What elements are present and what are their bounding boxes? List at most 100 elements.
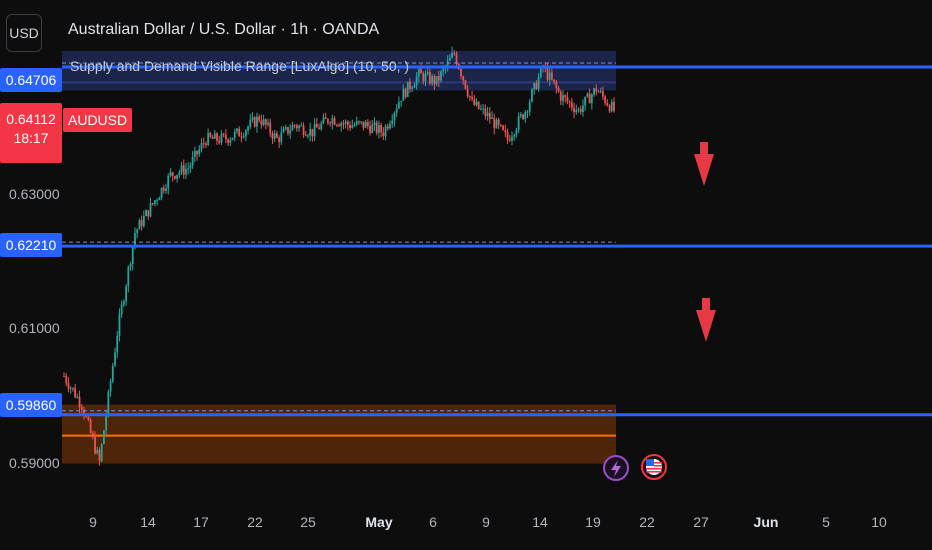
candle-body [493, 117, 496, 129]
candle-body [369, 125, 371, 133]
candle-body [451, 52, 454, 58]
candle-body [409, 81, 411, 89]
candle-body [404, 88, 407, 98]
candle-body [386, 126, 389, 129]
candle-body [497, 119, 500, 125]
candle-body [453, 52, 456, 54]
candle-body [120, 304, 123, 315]
x-tick-label: Jun [753, 514, 779, 530]
candle-body [400, 100, 402, 102]
candle-body [222, 133, 225, 135]
candle-body [488, 112, 491, 120]
candle-body [89, 419, 92, 433]
candle-body [346, 121, 349, 126]
candle-body [389, 123, 391, 129]
candle-body [522, 114, 524, 119]
candle-body [575, 109, 578, 113]
candle-body [103, 430, 105, 444]
candle-body [85, 415, 88, 417]
level-price-badge: 0.59860 [0, 393, 62, 417]
candle-body [264, 119, 267, 125]
candle-body [519, 114, 522, 117]
candle-body [442, 68, 445, 72]
candle-body [69, 387, 72, 389]
candle-body [353, 124, 356, 126]
candle-body [338, 124, 340, 127]
x-tick-label: 25 [300, 514, 316, 530]
candle-body [508, 139, 511, 141]
x-tick-label: 17 [193, 514, 209, 530]
down-arrow-icon [696, 298, 716, 342]
candle-body [125, 286, 127, 302]
x-tick-label: 14 [532, 514, 548, 530]
candle-body [71, 387, 74, 389]
last-price: 0.64112 [6, 111, 56, 127]
candle-body [91, 432, 94, 438]
candle-body [340, 123, 343, 127]
candle-body [96, 449, 99, 454]
candle-body [176, 174, 179, 179]
candle-body [256, 116, 258, 127]
candle-body [109, 381, 112, 392]
currency-selector-button[interactable]: USD [6, 14, 42, 52]
candle-body [513, 134, 516, 137]
candle-body [566, 97, 569, 102]
candle-body [247, 126, 249, 131]
candle-body [100, 443, 103, 461]
candle-body [371, 124, 374, 133]
candle-body [610, 101, 613, 112]
x-tick-label: 27 [693, 514, 709, 530]
candle-body [579, 108, 582, 113]
candle-body [162, 187, 165, 191]
candle-body [533, 82, 536, 90]
candle-body [426, 72, 429, 74]
candle-body [504, 129, 507, 133]
candle-body [87, 416, 90, 420]
candle-body [278, 137, 281, 143]
candle-body [322, 117, 325, 124]
lightning-event-icon[interactable] [603, 455, 629, 481]
candle-body [466, 88, 469, 97]
candle-body [455, 53, 458, 64]
candle-body [238, 128, 241, 137]
candle-body [535, 82, 538, 90]
candle-body [380, 124, 383, 133]
candle-body [373, 122, 376, 125]
candle-body [193, 150, 196, 158]
candle-body [460, 68, 462, 77]
candle-body [304, 134, 307, 136]
candle-body [586, 93, 589, 97]
candle-body [562, 95, 564, 101]
us-flag-event-icon[interactable] [641, 454, 667, 480]
candle-body [258, 116, 261, 121]
candle-body [165, 188, 167, 191]
candle-body [171, 172, 174, 176]
candle-body [227, 139, 230, 143]
candle-body [526, 111, 529, 113]
candle-body [344, 121, 347, 124]
candle-body [140, 220, 143, 227]
candle-body [118, 314, 121, 336]
candle-body [200, 143, 203, 150]
candle-body [189, 165, 192, 169]
candle-body [511, 136, 513, 141]
candle-body [613, 101, 615, 111]
candle-body [395, 108, 398, 113]
indicator-label[interactable]: Supply and Demand Visible Range [LuxAlgo… [70, 58, 410, 74]
candle-body [80, 406, 83, 410]
candle-body [287, 127, 289, 134]
candle-body [429, 72, 431, 84]
candle-body [366, 121, 369, 126]
candle-body [588, 93, 591, 104]
candle-body [291, 125, 294, 131]
candle-body [599, 90, 602, 92]
candle-body [216, 133, 218, 141]
candle-body [564, 95, 567, 98]
candle-body [597, 91, 600, 93]
candle-body [107, 391, 110, 415]
level-price-badge: 0.62210 [0, 233, 62, 257]
candle-body [185, 168, 187, 175]
candle-body [236, 128, 238, 132]
candle-body [433, 76, 436, 85]
